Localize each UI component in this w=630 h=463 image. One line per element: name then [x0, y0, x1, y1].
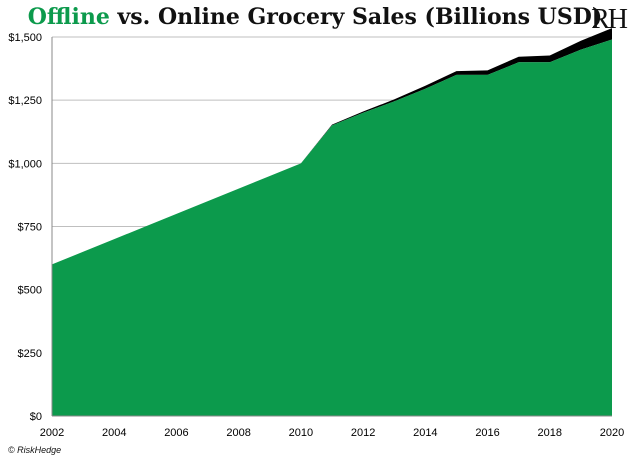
- y-tick-label: $500: [18, 285, 42, 297]
- x-tick-label: 2008: [226, 427, 250, 439]
- x-tick-label: 2016: [475, 427, 499, 439]
- offline-area: [52, 39, 612, 416]
- title-accent: Offline: [27, 4, 110, 30]
- x-tick-label: 2012: [351, 427, 375, 439]
- x-tick-label: 2010: [289, 427, 313, 439]
- y-tick-label: $250: [18, 348, 42, 360]
- copyright-notice: © RiskHedge: [8, 445, 62, 455]
- chart-title: Offline vs. Online Grocery Sales (Billio…: [0, 4, 630, 30]
- chart-areas: [52, 28, 612, 416]
- x-tick-label: 2018: [538, 427, 562, 439]
- x-tick-labels: 2002 2004 2006 2008 2010 2012 2014 2016 2018 2020: [40, 427, 624, 439]
- y-tick-label: $1,500: [8, 32, 42, 44]
- x-tick-label: 2004: [102, 427, 126, 439]
- y-tick-label: $1,000: [8, 158, 42, 170]
- x-tick-label: 2014: [413, 427, 437, 439]
- x-tick-label: 2002: [40, 427, 64, 439]
- y-tick-label: $0: [30, 411, 42, 423]
- y-tick-label: $1,250: [8, 95, 42, 107]
- x-tick-label: 2006: [164, 427, 188, 439]
- x-tick-label: 2020: [600, 427, 624, 439]
- title-rest: vs. Online Grocery Sales (Billions USD): [109, 4, 603, 30]
- y-tick-label: $750: [18, 222, 42, 234]
- y-tick-labels: $0 $250 $500 $750 $1,000 $1,250 $1,500: [8, 32, 42, 423]
- axes: [51, 37, 612, 417]
